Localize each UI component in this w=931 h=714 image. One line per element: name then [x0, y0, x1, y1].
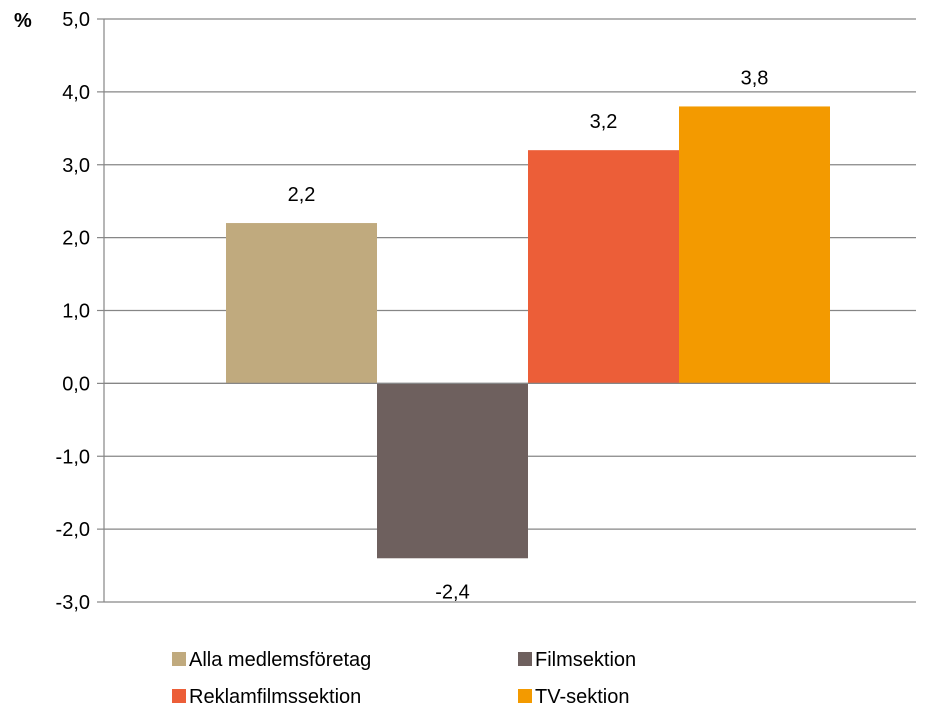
bar-1: [226, 223, 377, 384]
bar-3: [528, 150, 679, 384]
y-axis-unit-label: %: [14, 10, 32, 32]
axes: [97, 18, 916, 603]
y-tick-label: -1,0: [56, 446, 90, 468]
y-tick-label: 3,0: [62, 155, 90, 177]
legend-label: TV-sektion: [535, 686, 629, 708]
bar-4: [679, 106, 830, 384]
y-tick-label: -2,0: [56, 519, 90, 541]
y-tick-label: 4,0: [62, 82, 90, 104]
legend-label: Filmsektion: [535, 649, 636, 671]
y-tick-label: 2,0: [62, 228, 90, 250]
legend-swatch: [518, 652, 532, 666]
bar-2: [377, 383, 528, 559]
data-labels: 2,2 -2,4 3,2 3,8: [288, 67, 769, 603]
legend-swatch: [172, 689, 186, 703]
legend-label: Reklamfilmssektion: [189, 686, 361, 708]
bars: [226, 106, 830, 559]
y-tick-label: 1,0: [62, 301, 90, 323]
legend-label: Alla medlemsföretag: [189, 649, 371, 671]
data-label: -2,4: [435, 581, 469, 603]
y-axis-tick-labels: 5,0 4,0 3,0 2,0 1,0 0,0 -1,0 -2,0 -3,0: [56, 9, 90, 614]
data-label: 3,2: [590, 111, 618, 133]
data-label: 3,8: [741, 67, 769, 89]
legend-swatch: [518, 689, 532, 703]
y-tick-label: -3,0: [56, 592, 90, 614]
legend-swatch: [172, 652, 186, 666]
legend: Alla medlemsföretag Filmsektion Reklamfilm…: [172, 649, 636, 708]
y-tick-label: 5,0: [62, 9, 90, 31]
data-label: 2,2: [288, 184, 316, 206]
y-tick-label: 0,0: [62, 373, 90, 395]
